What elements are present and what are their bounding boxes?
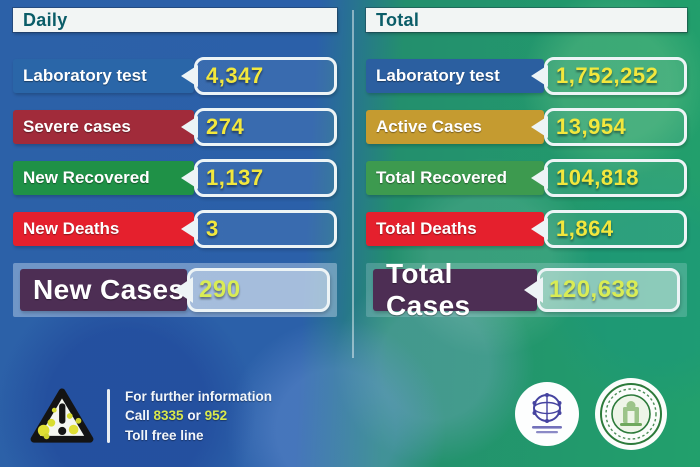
stat-row: Total Recovered 104,818	[366, 159, 687, 197]
stat-label: Active Cases	[366, 110, 544, 144]
ministry-of-health-logo	[514, 381, 580, 452]
stat-value-box: 1,137	[194, 159, 337, 197]
column-divider	[352, 10, 354, 358]
stat-value: 104,818	[556, 165, 640, 190]
daily-header-label: Daily	[23, 9, 68, 30]
phone-number-2: 952	[204, 408, 228, 424]
total-summary-band: Total Cases 120,638	[366, 258, 687, 321]
footer-divider	[107, 389, 110, 443]
stat-label: Severe cases	[13, 110, 194, 144]
phone-number-1: 8335	[153, 408, 184, 424]
stat-row: New Recovered 1,137	[13, 159, 337, 197]
summary-row: New Cases 290	[20, 268, 330, 312]
stat-row: Total Deaths 1,864	[366, 210, 687, 248]
stat-value-box: 4,347	[194, 57, 337, 95]
stat-row: Laboratory test 1,752,252	[366, 57, 687, 95]
stat-value: 1,752,252	[556, 63, 659, 88]
stat-row: Active Cases 13,954	[366, 108, 687, 146]
stat-value-box: 1,864	[544, 210, 687, 248]
stat-value-box: 104,818	[544, 159, 687, 197]
total-header-label: Total	[376, 9, 420, 30]
stat-value-box: 3	[194, 210, 337, 248]
summary-label: New Cases	[20, 269, 187, 311]
info-line-1: For further information	[125, 388, 272, 404]
stat-value: 1,864	[556, 216, 614, 241]
total-panel: Total Laboratory test 1,752,252 Active C…	[366, 8, 687, 321]
total-header: Total	[366, 8, 687, 32]
stat-label: New Deaths	[13, 212, 194, 246]
call-prefix: Call	[125, 408, 150, 424]
stat-label: Laboratory test	[366, 59, 544, 93]
summary-row: Total Cases 120,638	[373, 258, 680, 321]
summary-value-box: 120,638	[537, 268, 680, 312]
daily-header: Daily	[13, 8, 337, 32]
summary-value-box: 290	[187, 268, 330, 312]
stat-value: 274	[206, 114, 245, 139]
stat-label: Total Recovered	[366, 161, 544, 195]
footer: For further information Call 8335 or 952…	[0, 373, 700, 467]
info-line-3: Toll free line	[125, 427, 204, 443]
stat-label: New Recovered	[13, 161, 194, 195]
footer-logos	[514, 377, 668, 456]
stat-value-box: 274	[194, 108, 337, 146]
public-health-institute-logo	[594, 377, 668, 456]
stat-value-box: 13,954	[544, 108, 687, 146]
summary-value: 290	[199, 276, 241, 303]
footer-info-text: For further information Call 8335 or 952…	[125, 387, 272, 446]
stat-value-box: 1,752,252	[544, 57, 687, 95]
stat-row: New Deaths 3	[13, 210, 337, 248]
call-conjunction: or	[187, 408, 201, 424]
stat-value: 4,347	[206, 63, 264, 88]
summary-value: 120,638	[549, 276, 640, 303]
stat-label: Total Deaths	[366, 212, 544, 246]
total-rows: Laboratory test 1,752,252 Active Cases 1…	[366, 57, 687, 248]
daily-panel: Daily Laboratory test 4,347 Severe cases…	[13, 8, 337, 317]
stat-label: Laboratory test	[13, 59, 194, 93]
warning-triangle-virus-icon	[30, 387, 94, 445]
stat-value: 3	[206, 216, 219, 241]
summary-label: Total Cases	[373, 258, 537, 321]
daily-summary-band: New Cases 290	[13, 263, 337, 317]
info-line-2: Call 8335 or 952	[125, 406, 272, 426]
stat-row: Laboratory test 4,347	[13, 57, 337, 95]
daily-rows: Laboratory test 4,347 Severe cases 274 N…	[13, 57, 337, 248]
stat-value: 13,954	[556, 114, 627, 139]
stat-row: Severe cases 274	[13, 108, 337, 146]
stat-value: 1,137	[206, 165, 264, 190]
